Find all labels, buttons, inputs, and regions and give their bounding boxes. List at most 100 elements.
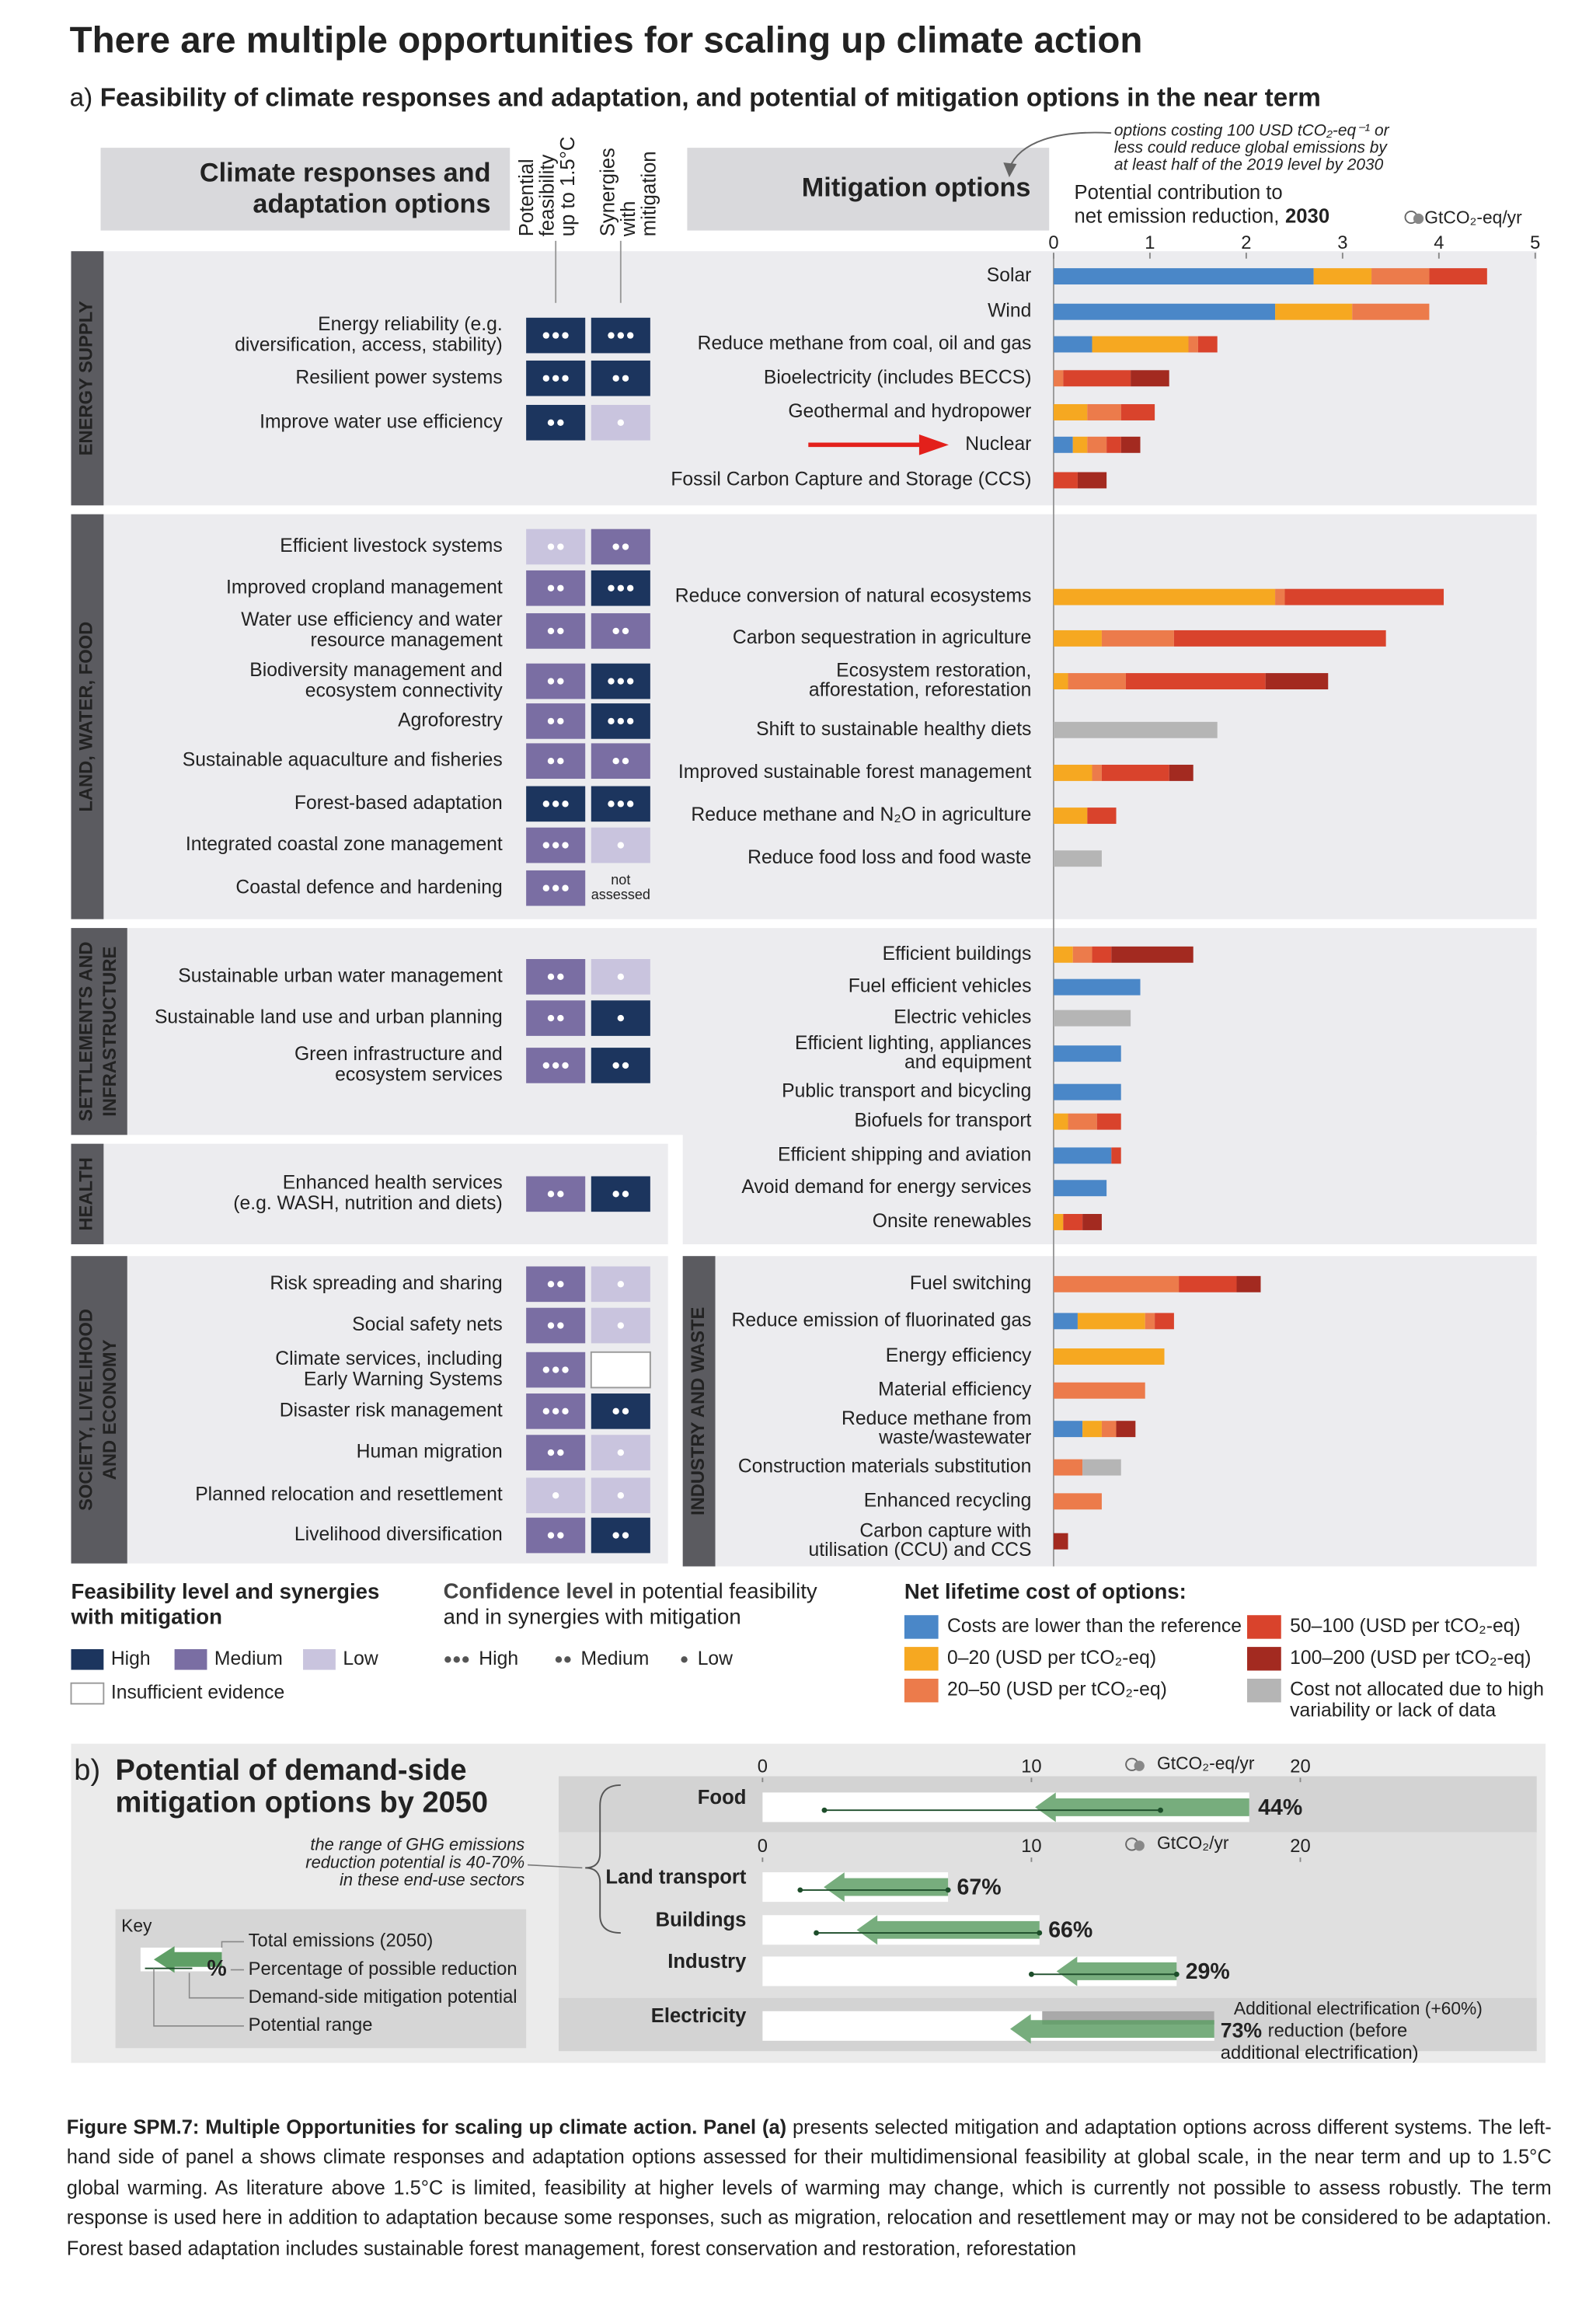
feasibility-legend-title: Feasibility level and synergies xyxy=(71,1579,380,1603)
confidence-dot xyxy=(617,584,625,591)
confidence-dot xyxy=(547,1449,555,1456)
bar-segment xyxy=(1275,303,1353,320)
bar-segment xyxy=(1068,1113,1097,1130)
feasibility-cell xyxy=(591,528,650,565)
annotation: at least half of the 2019 level by 2030 xyxy=(1114,155,1384,173)
bar-segment xyxy=(1053,268,1314,285)
bar-segment xyxy=(1053,1213,1064,1230)
confidence-dot xyxy=(622,627,629,635)
unit: GtCO₂-eq/yr xyxy=(1424,207,1522,227)
bar-segment xyxy=(1284,588,1444,605)
feasibility-cell xyxy=(591,360,650,396)
reduction-arrow xyxy=(1035,1792,1249,1822)
option-label: Green infrastructure and xyxy=(294,1044,503,1065)
bar-segment xyxy=(1053,764,1092,781)
feasibility-cell xyxy=(526,1435,586,1470)
bar-segment xyxy=(1053,370,1064,387)
bar-segment xyxy=(1101,764,1169,781)
bar-segment xyxy=(1053,850,1102,867)
confidence-dot xyxy=(617,842,625,849)
option-label: Sustainable land use and urban planning xyxy=(155,1007,503,1028)
annotation-arrow-head xyxy=(1003,162,1017,178)
axis-label: net emission reduction, 2030 xyxy=(1075,205,1330,227)
option-label: Enhanced recycling xyxy=(864,1490,1032,1511)
feasibility-cell xyxy=(526,528,586,565)
legend-label: High xyxy=(479,1648,518,1669)
option-label: Social safety nets xyxy=(352,1314,503,1335)
brace xyxy=(585,1784,621,1934)
legend-swatch xyxy=(303,1648,336,1670)
annotation: options costing 100 USD tCO₂-eq⁻¹ or xyxy=(1114,122,1390,140)
bar-segment xyxy=(1145,1313,1155,1330)
confidence-dot xyxy=(622,1062,629,1069)
legend-label: Medium xyxy=(580,1648,649,1669)
confidence-dot xyxy=(617,1449,625,1456)
option-label: ecosystem services xyxy=(335,1065,503,1086)
sector-bar xyxy=(682,1256,716,1567)
option-label: Sustainable aquaculture and fisheries xyxy=(183,750,503,771)
unit-icon xyxy=(1413,213,1424,225)
feasibility-cell xyxy=(591,1176,650,1212)
panel-a-subtitle: a) Feasibility of climate responses and a… xyxy=(70,83,1321,112)
feasibility-cell xyxy=(526,959,586,995)
row-label: Buildings xyxy=(656,1910,747,1931)
confidence-dot xyxy=(562,1407,569,1415)
legend-dot xyxy=(555,1656,563,1663)
feasibility-cell xyxy=(591,613,650,649)
feasibility-cell xyxy=(526,703,586,739)
legend-swatch xyxy=(174,1648,207,1670)
bar-segment xyxy=(1053,1180,1107,1197)
key-item: Percentage of possible reduction xyxy=(249,1959,517,1979)
confidence-dot xyxy=(562,375,569,382)
feasibility-cell xyxy=(591,743,650,780)
option-label: Carbon sequestration in agriculture xyxy=(733,627,1032,648)
confidence-dot xyxy=(557,1014,564,1022)
option-label: Solar xyxy=(987,265,1032,286)
reduction-arrow xyxy=(1056,1956,1177,1986)
bar-segment xyxy=(1087,404,1121,420)
key-leader xyxy=(188,1972,244,1999)
confidence-dot xyxy=(617,1281,625,1288)
x-tick-label: 4 xyxy=(1434,232,1444,253)
bar-segment xyxy=(1101,630,1174,647)
confidence-dot xyxy=(562,884,569,891)
confidence-dot xyxy=(557,678,564,685)
option-label: Efficient lighting, appliances xyxy=(795,1033,1031,1054)
feasibility-cell xyxy=(526,404,586,441)
bar-segment xyxy=(1082,1459,1121,1476)
panel-a-label: a) xyxy=(70,83,93,112)
x-tick-label: 5 xyxy=(1530,232,1540,253)
bar-segment xyxy=(1068,673,1126,690)
percent-label: 29% xyxy=(1186,1959,1230,1984)
confidence-dot xyxy=(617,332,625,339)
option-label: Reduce emission of fluorinated gas xyxy=(732,1310,1032,1331)
reduction-arrow xyxy=(856,1915,1040,1945)
sector-bar xyxy=(71,1256,127,1564)
legend-swatch xyxy=(904,1678,939,1703)
legend-label: Medium xyxy=(214,1648,283,1669)
industry-box xyxy=(682,1256,1537,1567)
confidence-dot xyxy=(557,584,564,591)
key-title: Key xyxy=(121,1915,152,1935)
confidence-dot xyxy=(622,1407,629,1415)
legend-dot xyxy=(462,1656,469,1663)
legend-swatch xyxy=(71,1648,104,1670)
option-label: Public transport and bicycling xyxy=(782,1081,1031,1102)
bar-segment xyxy=(1053,807,1088,825)
option-label: Onsite renewables xyxy=(873,1211,1032,1232)
row-label: Electricity xyxy=(651,2005,747,2027)
sector-name: INDUSTRY AND WASTE xyxy=(688,1307,709,1516)
bar-segment xyxy=(1120,436,1141,453)
bar-segment xyxy=(1053,1348,1165,1365)
confidence-dot xyxy=(612,543,619,550)
bar-segment xyxy=(1053,1313,1078,1330)
legend-label: 0–20 (USD per tCO₂-eq) xyxy=(947,1648,1156,1669)
option-label: Improve water use efficiency xyxy=(260,411,503,432)
bar-segment xyxy=(1352,303,1430,320)
confidence-dot xyxy=(627,800,634,807)
range-end xyxy=(1158,1807,1163,1813)
bar-segment xyxy=(1197,336,1218,353)
panel-a-title: Feasibility of climate responses and ada… xyxy=(100,83,1321,112)
bar-segment xyxy=(1429,268,1487,285)
legend-swatch xyxy=(1247,1678,1281,1703)
